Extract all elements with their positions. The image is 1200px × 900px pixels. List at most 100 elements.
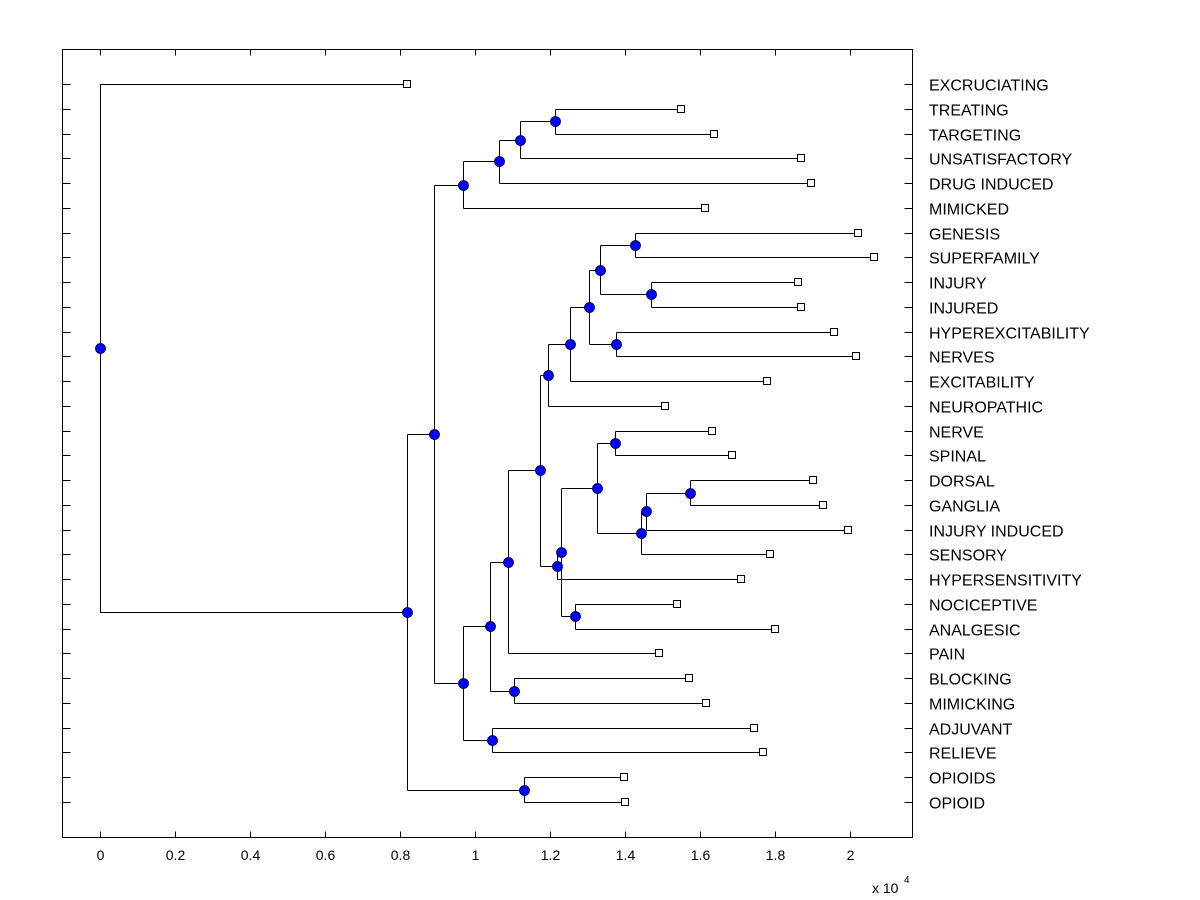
x-tick-label: 0.6: [316, 847, 336, 863]
leaf-labels: EXCRUCIATING TREATING TARGETING UNSATISFACT…: [929, 78, 1090, 813]
x-multiplier-exponent: 4: [904, 875, 910, 886]
leaf-marker: [807, 179, 815, 187]
x-tick-label: 0.4: [241, 847, 261, 863]
x-tick-label: 2: [847, 847, 855, 863]
leaf-label: NOCICEPTIVE: [929, 598, 1037, 615]
cluster-node: [570, 611, 581, 622]
leaf-marker: [750, 724, 758, 732]
leaf-label: NEUROPATHIC: [929, 400, 1043, 417]
cluster-node: [494, 156, 505, 167]
cluster-node: [630, 240, 641, 251]
cluster-node: [535, 465, 546, 476]
leaf-marker: [620, 773, 628, 781]
leaf-label: GANGLIA: [929, 499, 1000, 516]
x-tick-label: 0.2: [166, 847, 186, 863]
x-tick-label: 1: [472, 847, 480, 863]
leaf-marker: [685, 674, 693, 682]
cluster-node: [515, 135, 526, 146]
leaf-label: SUPERFAMILY: [929, 251, 1040, 268]
leaf-markers: [403, 80, 878, 806]
cluster-node: [485, 621, 496, 632]
x-tick-label: 0.8: [391, 847, 411, 863]
leaf-marker: [759, 748, 767, 756]
leaf-marker: [809, 476, 817, 484]
leaf-marker: [655, 649, 663, 657]
cluster-node: [487, 735, 498, 746]
cluster-node: [556, 547, 567, 558]
cluster-node: [402, 607, 413, 618]
leaf-label: DRUG INDUCED: [929, 177, 1053, 194]
cluster-node: [584, 302, 595, 313]
cluster-node: [611, 339, 622, 350]
cluster-node: [429, 429, 440, 440]
plot-frame: [62, 49, 913, 838]
leaf-label: SENSORY: [929, 548, 1007, 565]
cluster-node: [458, 180, 469, 191]
leaf-marker: [677, 105, 685, 113]
x-tick-label: 1.8: [766, 847, 786, 863]
x-tick-label: 1.4: [616, 847, 636, 863]
leaf-label: INJURED: [929, 301, 998, 318]
leaf-label: HYPERSENSITIVITY: [929, 573, 1082, 590]
cluster-node: [641, 506, 652, 517]
leaf-label: ADJUVANT: [929, 722, 1012, 739]
leaf-marker: [763, 377, 771, 385]
leaf-marker: [794, 278, 802, 286]
leaf-label: BLOCKING: [929, 672, 1012, 689]
leaf-marker: [710, 130, 718, 138]
leaf-label: MIMICKING: [929, 697, 1015, 714]
leaf-label: EXCRUCIATING: [929, 78, 1049, 95]
leaf-marker: [797, 154, 805, 162]
leaf-label: UNSATISFACTORY: [929, 152, 1072, 169]
x-tick-label: 1.6: [691, 847, 711, 863]
leaf-label: OPIOIDS: [929, 771, 996, 788]
axis-ticks: 0 0.2 0.4 0.6 0.8 1 1.2 1.4 1.6 1.8 2: [62, 49, 913, 863]
leaf-label: INJURY INDUCED: [929, 524, 1064, 541]
cluster-node: [458, 678, 469, 689]
leaf-marker: [673, 600, 681, 608]
leaf-marker: [621, 798, 629, 806]
leaf-marker: [737, 575, 745, 583]
leaf-label: SPINAL: [929, 449, 986, 466]
leaf-label: TREATING: [929, 103, 1009, 120]
cluster-node: [685, 488, 696, 499]
leaf-marker: [702, 699, 710, 707]
x-tick-label: 0: [97, 847, 105, 863]
leaf-label: TARGETING: [929, 128, 1021, 145]
leaf-marker: [708, 427, 716, 435]
leaf-label: NERVE: [929, 425, 984, 442]
cluster-node: [610, 438, 621, 449]
leaf-marker: [844, 526, 852, 534]
leaf-marker: [766, 550, 774, 558]
leaf-label: MIMICKED: [929, 202, 1009, 219]
cluster-node: [503, 557, 514, 568]
leaf-marker: [728, 451, 736, 459]
tree-nodes: [95, 116, 696, 796]
tree-edges: [100, 84, 875, 803]
cluster-node: [543, 370, 554, 381]
leaf-label: EXCITABILITY: [929, 375, 1035, 392]
cluster-node: [592, 483, 603, 494]
cluster-node: [519, 785, 530, 796]
leaf-label: PAIN: [929, 647, 965, 664]
cluster-node: [509, 686, 520, 697]
x-multiplier-label: x 10: [872, 880, 899, 896]
leaf-marker: [854, 229, 862, 237]
cluster-node: [595, 265, 606, 276]
leaf-marker: [701, 204, 709, 212]
cluster-node: [636, 528, 647, 539]
leaf-marker: [819, 501, 827, 509]
x-tick-label: 1.2: [541, 847, 561, 863]
leaf-label: RELIEVE: [929, 746, 997, 763]
leaf-marker: [797, 303, 805, 311]
leaf-label: GENESIS: [929, 227, 1000, 244]
leaf-label: DORSAL: [929, 474, 995, 491]
leaf-label: INJURY: [929, 276, 987, 293]
cluster-node: [552, 561, 563, 572]
cluster-node: [646, 289, 657, 300]
cluster-node: [550, 116, 561, 127]
leaf-label: NERVES: [929, 350, 995, 367]
leaf-marker: [852, 352, 860, 360]
leaf-label: HYPEREXCITABILITY: [929, 326, 1090, 343]
